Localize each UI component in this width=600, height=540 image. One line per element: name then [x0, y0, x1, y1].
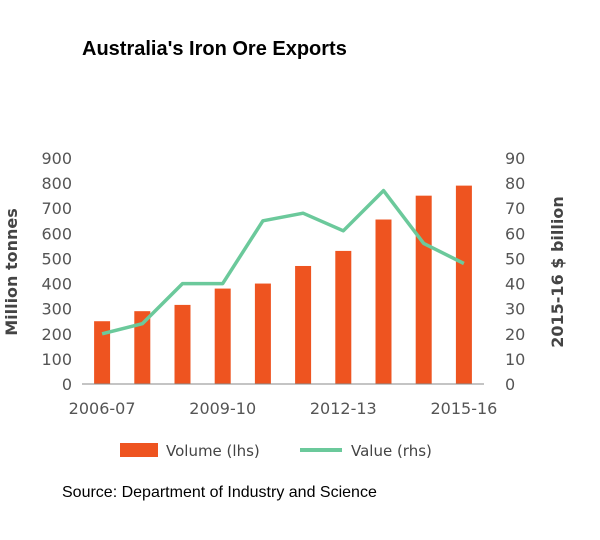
y-tick-label-right: 90: [505, 149, 525, 168]
y-tick-label-right: 70: [505, 199, 525, 218]
chart-title: Australia's Iron Ore Exports: [82, 38, 347, 60]
y-tick-label-left: 200: [41, 325, 72, 344]
y-tick-label-left: 600: [41, 224, 72, 243]
bar-volume: [254, 283, 271, 384]
y-tick-label-right: 0: [505, 375, 515, 394]
y-tick-label-right: 10: [505, 350, 525, 369]
bar-volume: [455, 185, 472, 384]
y-tick-label-left: 900: [41, 149, 72, 168]
line-value: [101, 188, 465, 336]
bar-volume: [174, 304, 191, 384]
y-tick-label-left: 800: [41, 174, 72, 193]
y-tick-label-left: 0: [62, 375, 72, 394]
y-tick-label-right: 20: [505, 325, 525, 344]
bar-volume: [295, 265, 312, 384]
y-tick-label-left: 300: [41, 300, 72, 319]
bar-volume: [134, 311, 151, 384]
y-tick-label-right: 60: [505, 224, 525, 243]
chart-svg: 0 100 200 300 400 500 600 700 800 900 0 10 20 30 40 50 6…: [2, 149, 567, 460]
y-tick-label-right: 80: [505, 174, 525, 193]
plot-area: 0 100 200 300 400 500 600 700 800 900 0 10 20 30 40 50 6…: [41, 149, 525, 418]
x-tick-label: 2006-07: [69, 399, 136, 418]
bar-volume: [335, 250, 352, 384]
x-tick-label: 2012-13: [310, 399, 377, 418]
y-tick-label-right: 40: [505, 275, 525, 294]
legend-label-value: Value (rhs): [351, 442, 432, 460]
legend-swatch-volume: [120, 443, 158, 457]
y-tick-label-left: 100: [41, 350, 72, 369]
bar-volume: [415, 195, 432, 384]
source-note: Source: Department of Industry and Scien…: [62, 484, 377, 501]
y-tick-label-left: 700: [41, 199, 72, 218]
legend: Volume (lhs) Value (rhs): [120, 442, 432, 460]
y-axis-title-right: 2015-16 $ billion: [548, 196, 567, 347]
bar-volume: [375, 219, 392, 384]
y-axis-title-left: Million tonnes: [2, 208, 21, 336]
x-tick-label: 2015-16: [430, 399, 497, 418]
y-tick-label-right: 30: [505, 300, 525, 319]
x-tick-label: 2009-10: [189, 399, 256, 418]
y-tick-label-right: 50: [505, 249, 525, 268]
bar-volume: [94, 321, 111, 384]
y-tick-label-left: 400: [41, 275, 72, 294]
legend-label-volume: Volume (lhs): [166, 442, 260, 460]
bar-volume: [214, 288, 231, 384]
y-tick-label-left: 500: [41, 249, 72, 268]
